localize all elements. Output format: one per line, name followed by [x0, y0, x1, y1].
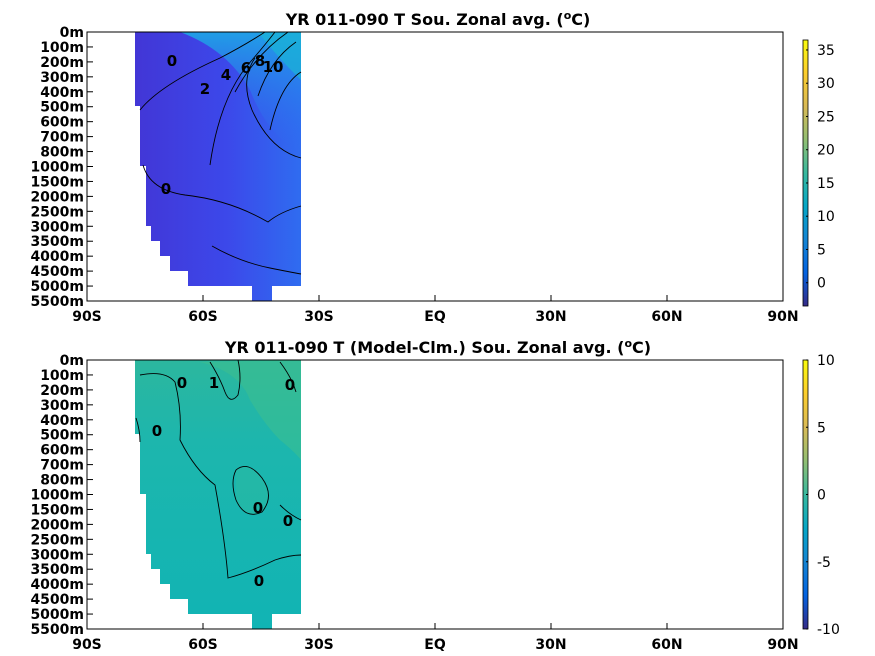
colorbar-tick-label: -5 [817, 555, 831, 571]
y-tick-label: 4000m [30, 249, 84, 265]
panel2-y-axis: 0m100m200m300m400m500m600m700m800m1000m1… [30, 353, 93, 638]
y-tick-label: 200m [40, 55, 84, 71]
colorbar-tick-label: 0 [817, 488, 826, 504]
y-tick-label: 300m [40, 398, 84, 414]
y-tick-label: 1500m [30, 502, 84, 518]
x-tick-label: 90N [767, 309, 798, 325]
panel1-data-field [135, 32, 301, 301]
temperature-difference-panel: YR 011-090 T (Model-Clm.) Sou. Zonal avg… [30, 337, 839, 653]
panel2-data-field [135, 360, 301, 629]
y-tick-label: 200m [40, 383, 84, 399]
colorbar-tick-label: 10 [817, 209, 835, 225]
x-tick-label: 60S [188, 637, 218, 653]
y-tick-label: 3500m [30, 234, 84, 250]
contour-label: 0 [177, 374, 187, 392]
panel2-colorbar: 10 5 0 -5 -10 [802, 353, 840, 638]
y-tick-label: 3000m [30, 547, 84, 563]
y-tick-label: 400m [40, 413, 84, 429]
y-tick-label: 5500m [30, 622, 84, 638]
panel1-colorbar: 35 30 25 20 15 10 5 0 [802, 39, 835, 307]
y-tick-label: 2000m [30, 189, 84, 205]
y-tick-label: 500m [40, 428, 84, 444]
y-tick-label: 100m [40, 40, 84, 56]
panel2-contours: 0 1 0 0 0 0 0 [135, 359, 302, 590]
colorbar-tick-label: -10 [817, 622, 840, 638]
panel1-x-axis: 90S 60S 30S EQ 30N 60N 90N [72, 295, 799, 325]
y-tick-label: 1000m [30, 488, 84, 504]
colorbar-tick-label: 10 [817, 353, 835, 369]
contour-label: 0 [285, 376, 295, 394]
colorbar-tick-label: 5 [817, 420, 826, 436]
x-tick-label: EQ [424, 309, 446, 325]
x-tick-label: 60S [188, 309, 218, 325]
y-tick-label: 4000m [30, 577, 84, 593]
contour-label: 10 [263, 58, 284, 76]
contour-label: 2 [200, 80, 210, 98]
colorbar-tick-label: 15 [817, 176, 835, 192]
y-tick-label: 3500m [30, 562, 84, 578]
x-tick-label: 90S [72, 637, 102, 653]
contour-label: 4 [221, 66, 231, 84]
y-tick-label: 600m [40, 115, 84, 131]
colorbar-tick-label: 25 [817, 109, 835, 125]
x-tick-label: 30S [304, 309, 334, 325]
panel1-title: YR 011-090 T Sou. Zonal avg. (oC) [285, 9, 591, 29]
y-tick-label: 800m [40, 145, 84, 161]
contour-label: 0 [167, 52, 177, 70]
y-tick-label: 1000m [30, 160, 84, 176]
colorbar-tick-label: 20 [817, 143, 835, 159]
y-tick-label: 3000m [30, 219, 84, 235]
colorbar-tick-label: 30 [817, 76, 835, 92]
x-tick-label: 90S [72, 309, 102, 325]
x-tick-label: 30N [535, 637, 566, 653]
y-tick-label: 1500m [30, 174, 84, 190]
contour-label: 6 [241, 59, 251, 77]
y-tick-label: 4500m [30, 592, 84, 608]
y-tick-label: 5000m [30, 607, 84, 623]
y-tick-label: 700m [40, 458, 84, 474]
panel1-contours: 0 2 4 6 8 10 0 [139, 31, 302, 275]
y-tick-label: 2500m [30, 204, 84, 220]
contour-label: 1 [209, 374, 219, 392]
y-tick-label: 600m [40, 443, 84, 459]
contour-label: 0 [253, 499, 263, 517]
contour-label: 0 [254, 572, 264, 590]
y-tick-label: 0m [60, 353, 84, 369]
contour-label: 0 [161, 180, 171, 198]
panel2-x-axis: 90S 60S 30S EQ 30N 60N 90N [72, 623, 799, 653]
y-tick-label: 2500m [30, 532, 84, 548]
contour-label: 0 [283, 512, 293, 530]
x-tick-label: 90N [767, 637, 798, 653]
x-tick-label: EQ [424, 637, 446, 653]
colorbar-tick-label: 35 [817, 43, 835, 59]
contour-label: 0 [152, 422, 162, 440]
contour-label: 8 [255, 52, 265, 70]
y-tick-label: 4500m [30, 264, 84, 280]
x-tick-label: 30S [304, 637, 334, 653]
panel2-title: YR 011-090 T (Model-Clm.) Sou. Zonal avg… [224, 337, 651, 357]
y-tick-label: 400m [40, 85, 84, 101]
colorbar-tick-label: 5 [817, 242, 826, 258]
y-tick-label: 800m [40, 473, 84, 489]
x-tick-label: 30N [535, 309, 566, 325]
y-tick-label: 100m [40, 368, 84, 384]
y-tick-label: 700m [40, 130, 84, 146]
y-tick-label: 0m [60, 25, 84, 41]
temperature-panel: YR 011-090 T Sou. Zonal avg. (oC) 0 2 4 … [30, 9, 834, 325]
colorbar-tick-label: 0 [817, 276, 826, 292]
y-tick-label: 500m [40, 100, 84, 116]
x-tick-label: 60N [651, 637, 682, 653]
y-tick-label: 300m [40, 70, 84, 86]
y-tick-label: 2000m [30, 517, 84, 533]
y-tick-label: 5500m [30, 294, 84, 310]
x-tick-label: 60N [651, 309, 682, 325]
y-tick-label: 5000m [30, 279, 84, 295]
panel1-y-axis: 0m100m200m300m400m500m600m700m800m1000m1… [30, 25, 93, 310]
